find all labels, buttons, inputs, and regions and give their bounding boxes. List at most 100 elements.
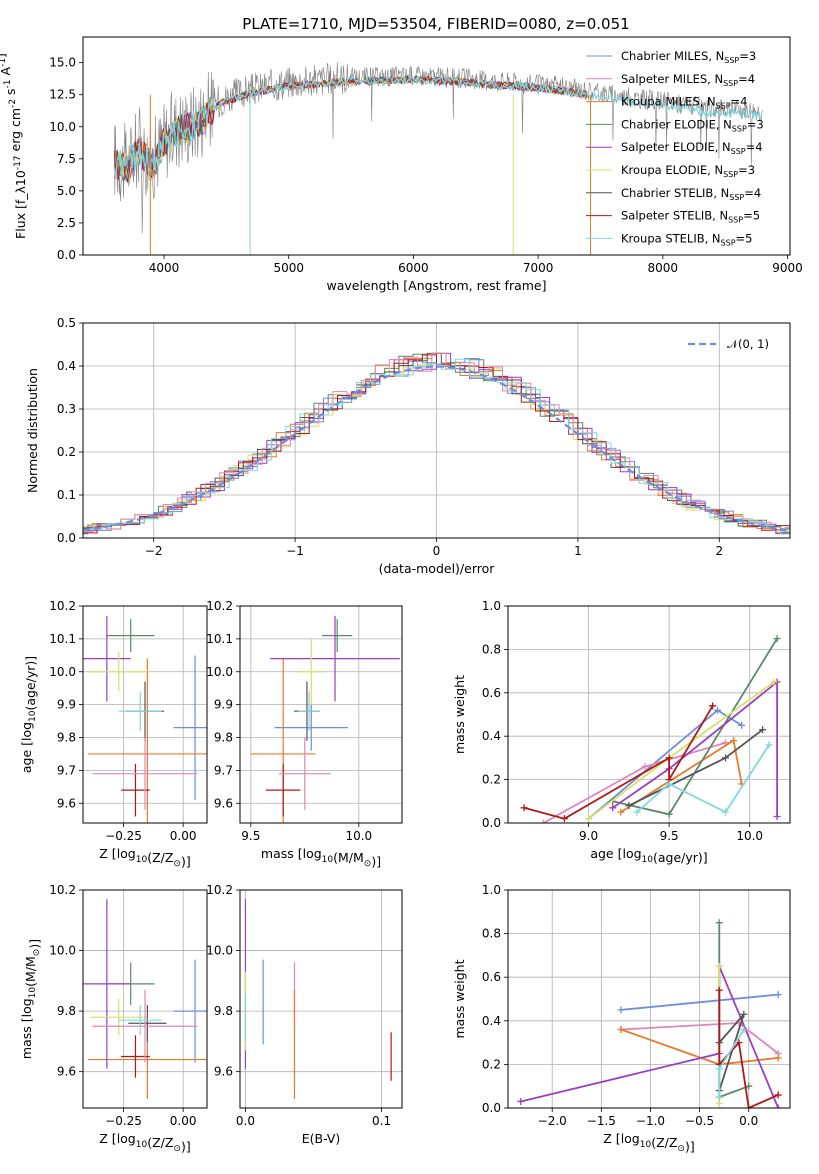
- y-tick-label: 0.5: [57, 316, 76, 330]
- y-tick-label: 0.2: [482, 1057, 501, 1071]
- y-tick-label: 1.0: [482, 883, 501, 897]
- y-tick-label: 10.0: [49, 944, 76, 958]
- x-tick-label: 2: [715, 544, 723, 558]
- weight-vs-age-plot-area: [520, 635, 781, 823]
- weight-marker: [765, 741, 773, 749]
- legend-entry: Salpeter ELODIE, NSSP=4: [621, 140, 763, 156]
- weight-vs-z-axes: −2.0 −1.5 −1.0 −0.5 0.0 0.0 0.2 0.4 0.6 0.8 1.0 Z […: [452, 883, 791, 1154]
- weight-marker: [665, 780, 673, 788]
- weight-marker: [625, 802, 633, 810]
- y-tick-label: 1.0: [482, 599, 501, 613]
- y-tick-label: 0.1: [57, 488, 76, 502]
- y-tick-label: 10.1: [49, 632, 76, 646]
- weight-marker: [715, 986, 723, 994]
- weight-marker: [759, 726, 767, 734]
- residuals-axes: −2 −1 0 1 2 0.0 0.1 0.2 0.3 0.4 0.5 (data-model)/er…: [25, 316, 791, 576]
- weight-marker: [738, 721, 746, 729]
- weight-marker: [617, 1006, 625, 1014]
- y-tick-label: 10.2: [49, 883, 76, 897]
- weight-marker: [715, 1093, 723, 1101]
- x-tick-label: −0.5: [685, 1114, 714, 1128]
- x-tick-label: 0.00: [170, 829, 197, 843]
- weight-marker: [774, 1104, 782, 1108]
- y-tick-label: 0.2: [57, 445, 76, 459]
- x-axis-label: wavelength [Angstrom, rest frame]: [326, 278, 546, 293]
- x-axis-label: Z [log10(Z/Z⊙)]: [603, 1131, 694, 1154]
- x-tick-label: 9.0: [579, 829, 598, 843]
- x-tick-label: 0.0: [739, 1114, 758, 1128]
- y-tick-label: 0.0: [482, 816, 501, 830]
- legend-entry: Salpeter MILES, NSSP=4: [621, 72, 755, 88]
- y-tick-label: 10.2: [206, 883, 233, 897]
- y-axis-label: age [log10(age/yr)]: [19, 656, 38, 773]
- age-vs-mass-frame: [239, 605, 403, 824]
- x-axis-label: E(B-V): [302, 1131, 341, 1146]
- weight-series-line: [620, 993, 779, 1011]
- y-tick-label: 10.0: [49, 665, 76, 679]
- legend-entry: Chabrier MILES, NSSP=3: [621, 49, 756, 65]
- weight-marker: [745, 1104, 753, 1108]
- weight-marker: [609, 804, 617, 812]
- y-tick-label: 10.0: [206, 944, 233, 958]
- y-tick-label: 15.0: [49, 56, 76, 70]
- model-spectrum-line: [113, 73, 763, 182]
- x-tick-label: 0: [433, 544, 441, 558]
- weight-marker: [715, 1100, 723, 1108]
- y-tick-label: 0.2: [482, 773, 501, 787]
- x-tick-label: −0.25: [105, 1114, 142, 1128]
- x-tick-label: 0.00: [170, 1114, 197, 1128]
- x-tick-label: 10.0: [345, 829, 372, 843]
- x-axis-label: Z [log10(Z/Z⊙)]: [99, 1131, 190, 1154]
- x-axis-label: mass [log10(M/M⊙)]: [261, 846, 381, 869]
- x-tick-label: 4000: [149, 261, 180, 275]
- weight-vs-age-axes: 9.0 9.5 10.0 0.0 0.2 0.4 0.6 0.8 1.0 age [log10(a…: [452, 599, 791, 865]
- weight-marker: [773, 812, 781, 820]
- spectrum-axes: 4000 5000 6000 7000 8000 9000 0.0 2.5 5.0 7.5 10.0…: [0, 36, 803, 293]
- y-tick-label: 9.8: [57, 731, 76, 745]
- x-tick-label: 9.5: [241, 829, 260, 843]
- y-tick-label: 0.4: [57, 359, 76, 373]
- weight-marker: [715, 962, 723, 970]
- weight-vs-z-plot-area: [517, 919, 782, 1108]
- figure-title: PLATE=1710, MJD=53504, FIBERID=0080, z=0…: [242, 15, 629, 33]
- weight-series-line: [612, 638, 778, 816]
- y-axis-label: Flux [f_λ10-17 erg cm-2 s-1 A-1]: [0, 53, 28, 239]
- weight-marker: [713, 706, 721, 714]
- weight-marker: [722, 754, 730, 762]
- y-tick-label: 9.6: [57, 796, 76, 810]
- y-tick-label: 0.4: [482, 729, 501, 743]
- y-tick-label: 7.5: [57, 152, 76, 166]
- weight-series-line: [543, 741, 726, 823]
- normal-curve: [83, 365, 790, 532]
- weight-marker: [539, 819, 547, 823]
- y-tick-label: 9.8: [214, 731, 233, 745]
- x-tick-label: −2: [145, 544, 163, 558]
- x-axis-label: (data-model)/error: [379, 561, 496, 576]
- x-tick-label: 0.1: [372, 1114, 391, 1128]
- y-tick-label: 0.6: [482, 970, 501, 984]
- residual-histogram: [83, 352, 790, 533]
- x-tick-label: 7000: [523, 261, 554, 275]
- weight-vs-z-frame: [507, 889, 791, 1109]
- y-tick-label: 9.8: [214, 1004, 233, 1018]
- weight-marker: [709, 702, 717, 710]
- y-tick-label: 10.2: [49, 599, 76, 613]
- residuals-frame: [82, 322, 791, 539]
- weight-marker: [740, 1026, 748, 1034]
- weight-marker: [617, 808, 625, 816]
- y-tick-label: 0.0: [57, 531, 76, 545]
- weight-marker: [617, 1026, 625, 1034]
- mass-vs-ebv-frame: [239, 889, 403, 1109]
- x-tick-label: 9.5: [660, 829, 679, 843]
- y-tick-label: 0.0: [482, 1101, 501, 1115]
- y-tick-label: 0.6: [482, 686, 501, 700]
- y-tick-label: 9.6: [214, 1065, 233, 1079]
- y-tick-label: 0.8: [482, 642, 501, 656]
- weight-marker: [641, 763, 649, 771]
- legend-entry: Salpeter STELIB, NSSP=5: [621, 209, 760, 225]
- weight-marker: [740, 1010, 748, 1018]
- legend-entry: 𝒩(0, 1): [727, 337, 769, 351]
- weight-marker: [585, 815, 593, 823]
- y-tick-label: 10.1: [206, 632, 233, 646]
